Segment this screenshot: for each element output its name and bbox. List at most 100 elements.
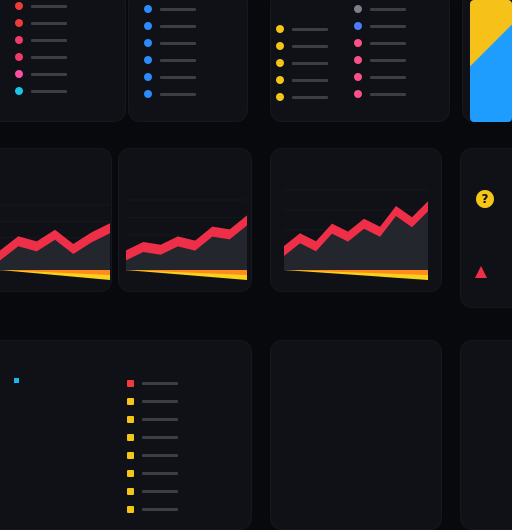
top-right-item[interactable] [276, 58, 328, 68]
top-left-item-label [31, 38, 67, 42]
top-right-b-item-icon [354, 5, 362, 13]
top-left-item-label [31, 89, 67, 93]
top-left-item[interactable] [15, 18, 67, 28]
bottom-list-item-icon [127, 433, 134, 441]
top-right-item-icon [276, 59, 284, 67]
bottom-list-item[interactable] [127, 378, 178, 388]
top-right-b-item[interactable] [354, 89, 406, 99]
top-right-b-item-label [370, 24, 406, 28]
top-left-item-icon [15, 87, 23, 95]
top-left-item-label [31, 72, 67, 76]
top-right-b-item-icon [354, 90, 362, 98]
top-right-item-icon [276, 93, 284, 101]
bottom-list-item[interactable] [127, 396, 178, 406]
top-right-b-item-icon [354, 39, 362, 47]
top-right-b-item-label [370, 58, 406, 62]
top-left-item-icon [15, 2, 23, 10]
bottom-list-item[interactable] [127, 486, 178, 496]
top-left-item-icon [15, 36, 23, 44]
top-mid-item-icon [144, 5, 152, 13]
top-right-b-item-label [370, 75, 406, 79]
top-right-item-label [292, 78, 328, 82]
panel-bottom-left [0, 340, 252, 530]
top-mid-item[interactable] [144, 4, 196, 14]
top-left-item[interactable] [15, 35, 67, 45]
bottom-list-item-icon [127, 397, 134, 405]
top-right-item[interactable] [276, 41, 328, 51]
top-right-b-item-icon [354, 22, 362, 30]
top-right-b-item-icon [354, 56, 362, 64]
top-mid-item-label [160, 92, 196, 96]
top-mid-item-label [160, 7, 196, 11]
top-right-b-item[interactable] [354, 55, 406, 65]
top-right-item-label [292, 61, 328, 65]
bottom-list-item-icon [127, 487, 134, 495]
top-right-item-icon [276, 25, 284, 33]
bottom-list-item-icon [127, 379, 134, 387]
top-right-item[interactable] [276, 24, 328, 34]
bottom-list-item-label [142, 453, 178, 457]
top-right-item[interactable] [276, 92, 328, 102]
top-right-b-item-label [370, 7, 406, 11]
bottom-list-item-label [142, 471, 178, 475]
corner-visual [470, 0, 512, 122]
top-left-item-label [31, 4, 67, 8]
top-right-item-icon [276, 76, 284, 84]
top-left-item[interactable] [15, 1, 67, 11]
top-mid-item-label [160, 41, 196, 45]
top-mid-item-label [160, 58, 196, 62]
top-left-item[interactable] [15, 86, 67, 96]
bottom-list-item[interactable] [127, 468, 178, 478]
top-left-item[interactable] [15, 52, 67, 62]
bottom-list-item[interactable] [127, 432, 178, 442]
top-right-b-item[interactable] [354, 4, 406, 14]
top-left-item[interactable] [15, 69, 67, 79]
bottom-list-item-label [142, 399, 178, 403]
chart-0-area-base [0, 233, 110, 270]
top-right-b-item-label [370, 92, 406, 96]
top-mid-item-icon [144, 90, 152, 98]
bottom-list-item-label [142, 507, 178, 511]
warning-icon [475, 266, 487, 278]
bottom-list-item-label [142, 435, 178, 439]
top-mid-item-icon [144, 39, 152, 47]
top-mid-item-icon [144, 56, 152, 64]
bottom-list-item[interactable] [127, 504, 178, 514]
top-right-item-label [292, 27, 328, 31]
chart-1-area-base [126, 225, 247, 270]
bottom-list-item-icon [127, 415, 134, 423]
top-right-item-label [292, 44, 328, 48]
chart-2-area-base [284, 211, 428, 270]
top-left-item-label [31, 55, 67, 59]
legend-swatch-1 [14, 378, 19, 383]
bottom-list-item[interactable] [127, 414, 178, 424]
top-right-item-label [292, 95, 328, 99]
bottom-list-item-icon [127, 451, 134, 459]
top-left-item-icon [15, 70, 23, 78]
top-mid-item[interactable] [144, 38, 196, 48]
panel-bottom-right [460, 340, 512, 530]
top-left-item-label [31, 21, 67, 25]
top-mid-item[interactable] [144, 89, 196, 99]
bottom-list-item-label [142, 381, 178, 385]
top-right-item-icon [276, 42, 284, 50]
top-mid-item-icon [144, 73, 152, 81]
top-mid-item-label [160, 24, 196, 28]
top-mid-item-label [160, 75, 196, 79]
bottom-list-item-label [142, 417, 178, 421]
panel-bottom-donut [270, 340, 442, 530]
top-right-b-item-icon [354, 73, 362, 81]
top-mid-item[interactable] [144, 72, 196, 82]
top-mid-item[interactable] [144, 21, 196, 31]
top-right-b-item[interactable] [354, 72, 406, 82]
top-mid-item-icon [144, 22, 152, 30]
top-right-b-item[interactable] [354, 21, 406, 31]
top-right-item[interactable] [276, 75, 328, 85]
top-mid-item[interactable] [144, 55, 196, 65]
help-icon[interactable]: ? [476, 190, 494, 208]
bottom-list-item-label [142, 489, 178, 493]
bottom-list-item-icon [127, 469, 134, 477]
top-right-b-item[interactable] [354, 38, 406, 48]
bottom-list-item-icon [127, 505, 134, 513]
bottom-list-item[interactable] [127, 450, 178, 460]
